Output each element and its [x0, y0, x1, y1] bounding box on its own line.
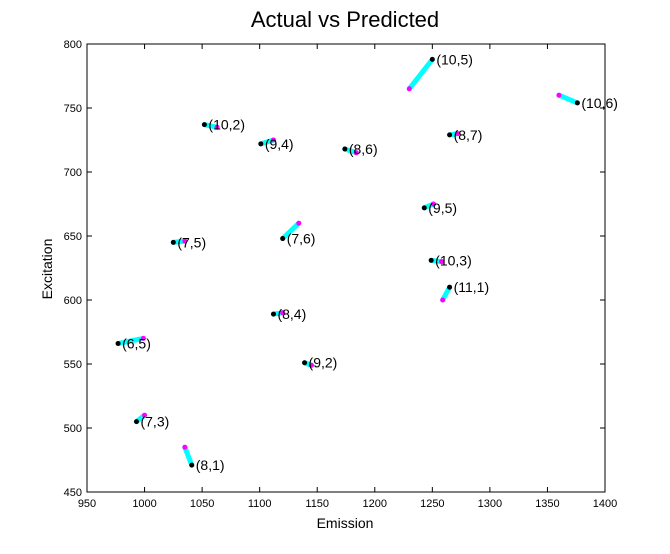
predicted-point — [280, 310, 286, 316]
point-label: (9,2) — [309, 355, 338, 371]
actual-point — [170, 239, 176, 245]
point-label: (10,5) — [436, 51, 473, 67]
actual-point — [574, 100, 580, 106]
predicted-point — [439, 259, 445, 265]
y-tick-label: 450 — [64, 487, 82, 499]
point-label: (8,6) — [349, 141, 378, 157]
prediction-connector — [556, 92, 580, 106]
actual-point — [421, 205, 427, 211]
point-label: (10,6) — [581, 95, 618, 111]
actual-point — [270, 311, 276, 317]
point-label: (9,5) — [428, 200, 457, 216]
predicted-point — [353, 150, 359, 156]
predicted-point — [142, 412, 148, 418]
predicted-point — [296, 220, 302, 226]
predicted-point — [182, 444, 188, 450]
plot-area-frame — [86, 43, 606, 493]
actual-point — [189, 462, 195, 468]
actual-points — [115, 56, 580, 468]
actual-point — [115, 341, 121, 347]
predicted-points — [140, 86, 562, 450]
x-tick-label: 1400 — [593, 498, 617, 510]
x-tick-label: 950 — [78, 498, 96, 510]
y-tick-label: 500 — [64, 423, 82, 435]
x-axis-label: Emission — [317, 515, 374, 531]
prediction-connector — [182, 444, 195, 468]
actual-point — [447, 284, 453, 290]
x-tick-label: 1350 — [535, 498, 559, 510]
predicted-point — [270, 137, 276, 143]
predicted-point — [308, 362, 314, 368]
y-tick-label: 600 — [64, 295, 82, 307]
predicted-point — [182, 238, 188, 244]
prediction-connectors — [115, 56, 580, 468]
x-tick-label: 1000 — [132, 498, 156, 510]
point-label: (11,1) — [454, 279, 490, 295]
point-label: (9,4) — [265, 136, 294, 152]
actual-point — [201, 122, 207, 128]
point-label: (7,3) — [140, 414, 169, 430]
actual-point — [447, 132, 453, 138]
x-tick-label: 1100 — [248, 498, 272, 510]
y-axis-ticks: 450 500 550 600 650 700 750 800 — [64, 39, 605, 499]
x-tick-label: 1300 — [478, 498, 502, 510]
predicted-point — [430, 201, 436, 207]
point-label: (10,2) — [208, 117, 245, 133]
actual-point — [342, 146, 348, 152]
x-tick-label: 1050 — [190, 498, 214, 510]
point-label: (10,3) — [435, 252, 472, 268]
x-tick-label: 1250 — [420, 498, 444, 510]
y-tick-label: 700 — [64, 167, 82, 179]
actual-point — [133, 419, 139, 425]
prediction-connector — [115, 335, 146, 347]
predicted-point — [214, 124, 220, 130]
chart-title: Actual vs Predicted — [251, 7, 439, 32]
predicted-point — [140, 335, 146, 341]
actual-point — [280, 236, 286, 242]
y-axis-label: Excitation — [39, 239, 55, 300]
point-label: (7,5) — [177, 234, 206, 250]
x-tick-label: 1150 — [305, 498, 329, 510]
predicted-point — [406, 86, 412, 92]
y-tick-label: 750 — [64, 103, 82, 115]
predicted-point — [440, 297, 446, 303]
prediction-connector — [280, 220, 302, 242]
x-axis-ticks: 950 1000 1050 1100 1150 1200 1250 1300 1350 1400 — [78, 44, 617, 510]
point-label: (7,6) — [287, 231, 316, 247]
actual-point — [428, 257, 434, 263]
actual-point — [258, 141, 264, 147]
y-tick-label: 550 — [64, 359, 82, 371]
point-label: (8,7) — [454, 127, 483, 143]
predicted-point — [455, 131, 461, 137]
point-label: (6,5) — [122, 336, 151, 352]
predicted-point — [556, 92, 562, 98]
prediction-connector — [406, 56, 435, 92]
point-label: (8,1) — [196, 457, 225, 473]
actual-point — [429, 56, 435, 62]
point-labels: (10,5) (10,6) (10,2) (8,7) (9,4) (8,6) (9,5) (7… — [122, 51, 618, 473]
point-label: (8,4) — [277, 306, 306, 322]
y-tick-label: 800 — [64, 39, 82, 51]
actual-point — [302, 360, 308, 366]
y-tick-label: 650 — [64, 231, 82, 243]
x-tick-label: 1200 — [363, 498, 387, 510]
